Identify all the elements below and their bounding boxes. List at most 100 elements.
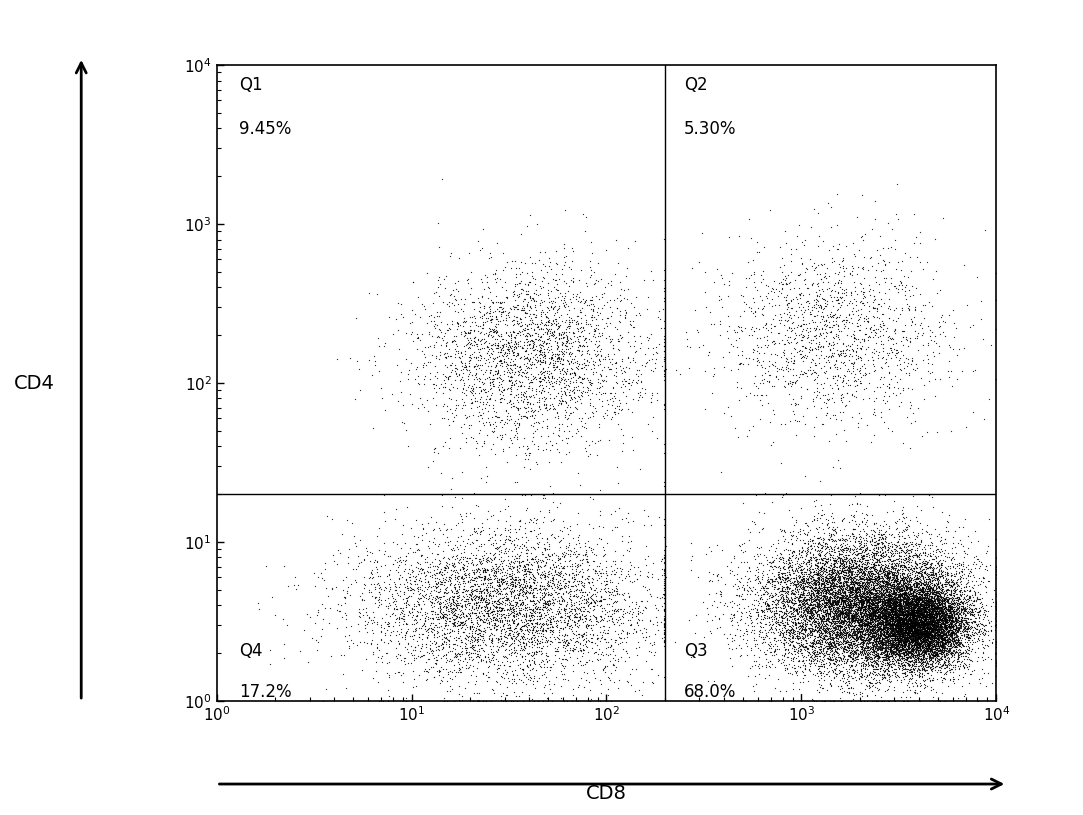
Point [799,567,817,580]
Point [423,626,441,639]
Point [988,603,1005,616]
Point [762,322,780,335]
Point [866,595,884,608]
Point [988,595,1005,608]
Point [760,611,778,624]
Point [880,628,898,641]
Point [872,611,889,624]
Point [966,645,983,659]
Point [910,614,927,627]
Point [800,562,818,575]
Point [923,587,940,600]
Point [926,623,943,637]
Point [571,286,588,299]
Point [975,618,992,631]
Point [831,543,848,556]
Point [866,591,884,604]
Point [932,558,950,571]
Point [611,631,628,644]
Point [897,650,914,663]
Point [454,557,471,570]
Point [588,594,605,607]
Point [888,599,905,612]
Point [511,340,529,353]
Point [856,570,873,584]
Point [960,623,977,636]
Point [630,390,648,403]
Point [834,594,851,607]
Point [405,545,422,558]
Point [865,601,883,614]
Point [765,600,782,613]
Point [930,610,948,623]
Point [817,558,834,571]
Point [893,588,911,601]
Point [841,585,859,598]
Point [522,300,539,313]
Point [844,559,861,572]
Point [857,544,874,557]
Point [945,584,963,597]
Point [575,632,592,645]
Point [794,579,811,593]
Point [495,573,512,586]
Point [468,584,485,597]
Point [893,597,911,610]
Point [906,655,924,668]
Point [534,579,551,593]
Point [497,403,514,416]
Point [865,612,883,625]
Point [798,619,815,632]
Point [939,639,956,652]
Point [525,610,543,623]
Point [531,645,548,658]
Point [890,608,908,621]
Point [442,563,459,576]
Point [843,656,860,669]
Point [918,620,936,633]
Point [875,641,892,654]
Point [755,321,772,334]
Point [892,674,910,687]
Point [905,607,923,620]
Point [811,547,828,560]
Point [794,650,811,663]
Point [432,638,449,651]
Point [524,602,542,615]
Point [924,623,941,637]
Point [531,400,548,413]
Point [935,580,952,593]
Point [796,349,813,362]
Point [850,610,867,623]
Point [833,581,850,594]
Point [929,632,947,645]
Point [498,358,516,371]
Point [836,400,853,413]
Point [910,537,927,550]
Point [941,628,958,641]
Point [865,613,883,626]
Point [954,599,971,612]
Point [908,623,925,637]
Point [531,617,548,630]
Point [860,632,877,645]
Point [498,592,516,605]
Point [939,610,956,623]
Point [557,410,574,423]
Point [901,535,918,548]
Point [908,611,925,624]
Point [818,566,835,579]
Point [878,618,896,631]
Point [859,557,876,570]
Point [453,633,470,646]
Point [592,583,610,596]
Point [546,583,563,596]
Point [861,623,878,637]
Point [934,632,951,645]
Point [944,614,962,627]
Point [794,599,811,612]
Point [891,596,909,609]
Point [775,637,793,650]
Point [745,324,762,337]
Point [899,643,916,656]
